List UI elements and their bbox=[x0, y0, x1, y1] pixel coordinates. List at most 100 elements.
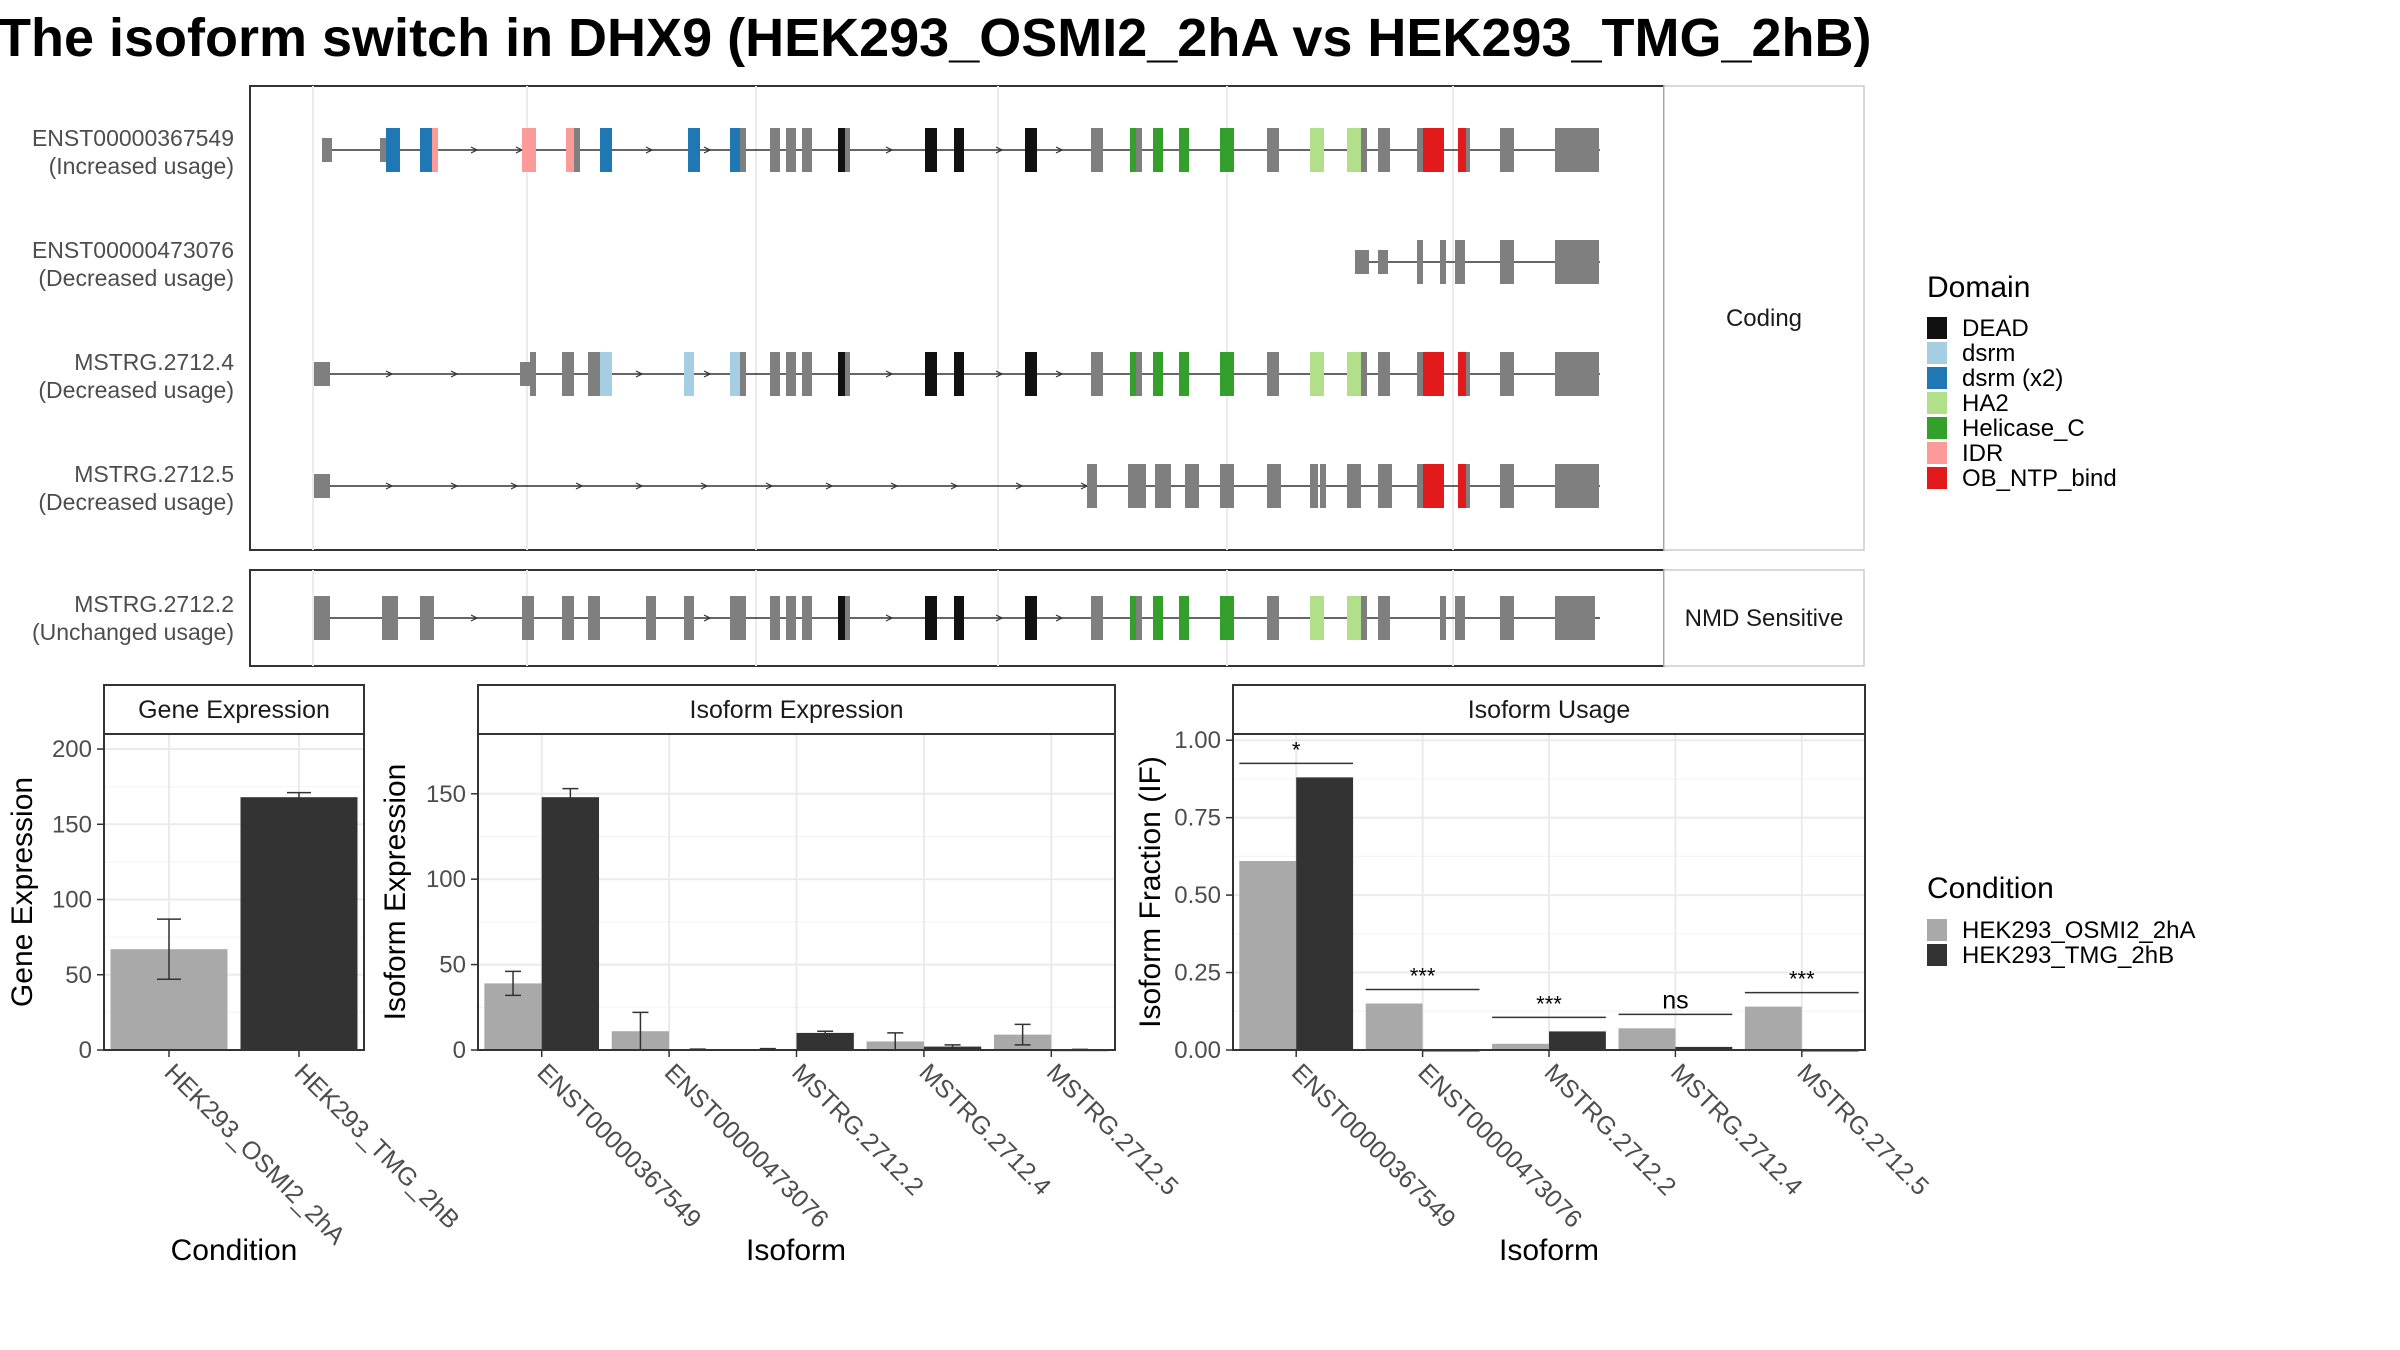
y-tick-label: 50 bbox=[439, 952, 466, 979]
significance-label: *** bbox=[1410, 964, 1436, 989]
exon-block bbox=[314, 474, 330, 498]
x-tick-label: MSTRG.2712.5 bbox=[1792, 1058, 1935, 1201]
exon-block bbox=[1500, 464, 1514, 508]
exon-block bbox=[954, 128, 964, 172]
transcript-label-id: MSTRG.2712.2 bbox=[74, 591, 234, 617]
exon-block bbox=[1420, 128, 1444, 172]
exon-block bbox=[1347, 596, 1361, 640]
exon-block bbox=[420, 128, 432, 172]
exon-block bbox=[1267, 352, 1279, 396]
nmd-strip bbox=[1663, 569, 1865, 667]
significance-label: ns bbox=[1662, 986, 1688, 1014]
y-tick-label: 1.00 bbox=[1174, 727, 1221, 754]
exon-block bbox=[1025, 596, 1037, 640]
exon-block bbox=[1455, 240, 1465, 284]
exon-block bbox=[1220, 128, 1234, 172]
bar bbox=[1365, 1003, 1423, 1050]
exon-block bbox=[574, 128, 580, 172]
coding-transcript-panel: Coding ENST00000367549 (Increased usage)… bbox=[32, 85, 1865, 551]
strand-arrow bbox=[450, 370, 459, 378]
figure-title: The isoform switch in DHX9 (HEK293_OSMI2… bbox=[0, 8, 1872, 68]
strand-arrow bbox=[1055, 146, 1064, 154]
exon-block bbox=[600, 352, 612, 396]
exon-block bbox=[520, 362, 532, 386]
exon-block bbox=[1320, 464, 1326, 508]
nmd-tracks bbox=[314, 596, 1600, 640]
exon-block bbox=[1153, 128, 1163, 172]
exon-block bbox=[522, 128, 536, 172]
coding-tracks bbox=[314, 128, 1600, 508]
exon-block bbox=[522, 596, 534, 640]
exon-block bbox=[1355, 250, 1369, 274]
exon-block bbox=[1555, 596, 1595, 640]
strand-arrow bbox=[885, 614, 894, 622]
exon-block bbox=[1267, 128, 1279, 172]
domain-legend-swatch bbox=[1927, 342, 1947, 364]
exon-block bbox=[1136, 128, 1142, 172]
exon-block bbox=[314, 362, 330, 386]
exon-block bbox=[1378, 250, 1388, 274]
exon-block bbox=[1420, 464, 1444, 508]
exon-block bbox=[954, 596, 964, 640]
bar bbox=[1296, 777, 1354, 1050]
domain-legend-label: dsrm bbox=[1962, 340, 2015, 367]
strand-arrow bbox=[1015, 482, 1024, 490]
exon-block bbox=[1179, 128, 1189, 172]
exon-block bbox=[1025, 128, 1037, 172]
exon-block bbox=[1458, 464, 1466, 508]
exon-block bbox=[382, 596, 398, 640]
y-tick-label: 0.50 bbox=[1174, 882, 1221, 909]
y-tick-label: 100 bbox=[52, 887, 92, 914]
exon-block bbox=[1347, 464, 1361, 508]
strand-arrow bbox=[1055, 614, 1064, 622]
panel-strip bbox=[1232, 684, 1866, 735]
exon-block bbox=[1555, 352, 1573, 396]
exon-block bbox=[1091, 352, 1103, 396]
y-tick-label: 150 bbox=[426, 781, 466, 808]
exon-block bbox=[730, 352, 740, 396]
exon-block bbox=[1025, 352, 1037, 396]
exon-block bbox=[786, 352, 796, 396]
exon-block bbox=[1440, 240, 1446, 284]
domain-legend-label: HA2 bbox=[1962, 390, 2009, 417]
y-tick-label: 0.25 bbox=[1174, 960, 1221, 987]
exon-block bbox=[530, 352, 536, 396]
exon-block bbox=[588, 352, 600, 396]
transcript-label-status: (Decreased usage) bbox=[38, 265, 234, 291]
strand-arrow bbox=[765, 482, 774, 490]
exon-block bbox=[1466, 464, 1470, 508]
exon-block bbox=[1500, 596, 1514, 640]
exon-block bbox=[1153, 596, 1163, 640]
transcript-label-id: ENST00000367549 bbox=[32, 125, 234, 151]
strand-arrow bbox=[995, 370, 1004, 378]
y-tick-label: 0.75 bbox=[1174, 805, 1221, 832]
exon-block bbox=[600, 128, 612, 172]
coding-strip-label: Coding bbox=[1726, 305, 1802, 332]
exon-block bbox=[1417, 464, 1423, 508]
strand-arrow bbox=[885, 146, 894, 154]
exon-block bbox=[845, 128, 850, 172]
x-axis-title: Isoform bbox=[1499, 1234, 1599, 1267]
coding-strip bbox=[1663, 85, 1865, 551]
condition-legend-title: Condition bbox=[1927, 872, 2054, 905]
strand-arrow bbox=[575, 482, 584, 490]
exon-block bbox=[1136, 596, 1142, 640]
condition-legend-swatch bbox=[1927, 944, 1947, 966]
exon-block bbox=[1417, 352, 1423, 396]
exon-block bbox=[845, 596, 850, 640]
strand-arrow bbox=[635, 482, 644, 490]
exon-block bbox=[1091, 596, 1103, 640]
exon-block bbox=[1361, 352, 1367, 396]
y-tick-label: 50 bbox=[65, 962, 92, 989]
strand-arrow bbox=[470, 146, 479, 154]
transcript-label-id: MSTRG.2712.4 bbox=[74, 349, 234, 375]
transcript-label-id: MSTRG.2712.5 bbox=[74, 461, 234, 487]
strand-arrow bbox=[385, 482, 394, 490]
exon-block bbox=[562, 352, 574, 396]
strand-arrow bbox=[885, 370, 894, 378]
isoform-expression-chart: Isoform Expression050100150ENST000003675… bbox=[379, 684, 1184, 1267]
exon-block bbox=[1220, 352, 1234, 396]
